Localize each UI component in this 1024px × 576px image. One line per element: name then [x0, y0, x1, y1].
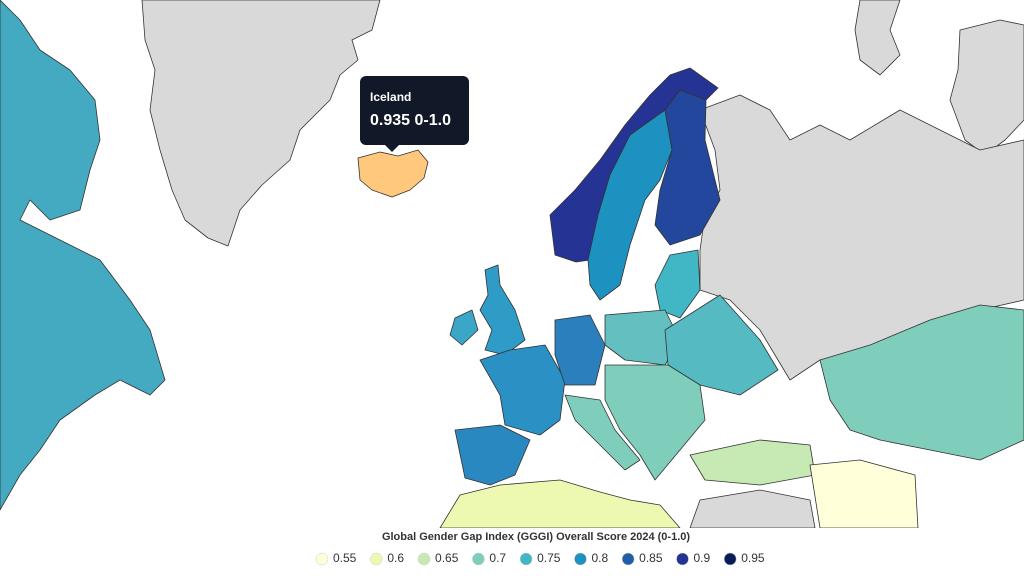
baltics: [654, 249, 701, 319]
germany: [554, 314, 606, 386]
tooltip-value-line: 0.935 0-1.0: [370, 112, 451, 129]
legend-swatch: [574, 552, 587, 566]
legend-label: 0.75: [537, 551, 561, 565]
legend-swatch: [417, 552, 431, 566]
legend-label: 0.85: [639, 551, 663, 565]
turkey: [689, 439, 816, 486]
tooltip: Iceland 0.935 0-1.0: [360, 76, 469, 152]
ireland: [449, 309, 479, 346]
legend-label: 0.7: [489, 551, 506, 565]
legend-label: 0.6: [387, 551, 404, 565]
tooltip-country: Iceland: [370, 90, 411, 104]
iceland: [357, 149, 429, 198]
iran: [809, 459, 919, 529]
finland: [654, 89, 721, 246]
legend-swatch: [676, 552, 689, 566]
tooltip-arrow: [385, 145, 399, 152]
greenland: [141, 0, 381, 247]
spain: [454, 424, 531, 486]
italy: [564, 394, 641, 471]
balkans: [604, 364, 706, 481]
legend-title: Global Gender Gap Index (GGGI) Overall S…: [382, 531, 690, 543]
legend-swatch: [472, 552, 485, 566]
tooltip-unit: 0-1.0: [415, 112, 452, 129]
sweden: [587, 109, 673, 301]
middle-gray: [689, 489, 816, 529]
legend-background: [0, 528, 1024, 576]
basemap: [0, 0, 1024, 529]
tooltip-box: [360, 76, 469, 145]
legend-swatch: [519, 552, 533, 566]
uk: [479, 264, 526, 356]
legend-swatch: [315, 552, 329, 566]
legend-swatch: [723, 552, 737, 566]
legend-label: 0.95: [741, 551, 765, 565]
legend-label: 0.9: [694, 551, 711, 565]
legend-swatch: [370, 552, 383, 566]
legend-label: 0.65: [435, 551, 459, 565]
legend-swatch: [621, 552, 635, 566]
tooltip-value: 0.935: [370, 112, 410, 129]
legend: 0.55 0.6 0.65 0.7 0.75 0.8 0.85 0.9 0.95: [315, 551, 765, 566]
central-asia: [819, 304, 1024, 461]
france: [479, 344, 566, 436]
legend-label: 0.55: [333, 551, 357, 565]
north-africa: [439, 479, 681, 529]
legend-label: 0.8: [591, 551, 608, 565]
canada: [0, 0, 166, 511]
